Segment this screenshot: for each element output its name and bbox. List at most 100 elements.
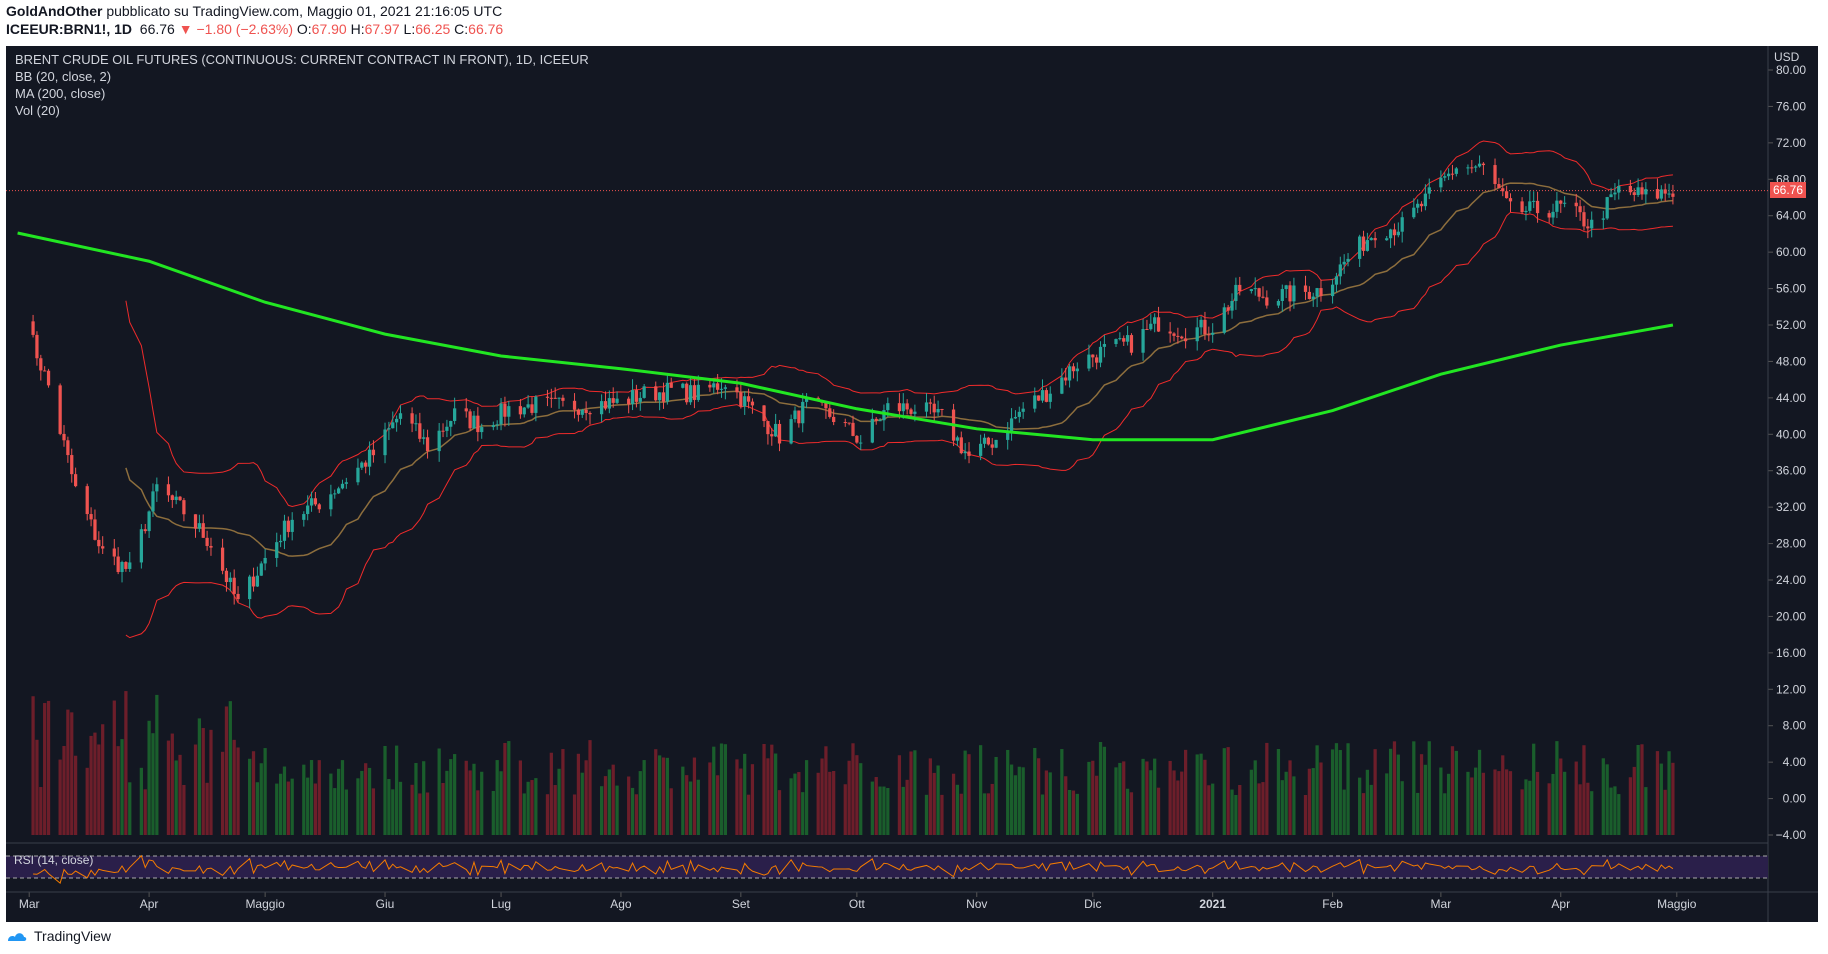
volume-bar	[333, 788, 337, 835]
volume-bar	[391, 789, 395, 835]
volume-bar	[642, 760, 646, 835]
candle-body	[723, 387, 727, 389]
volume-bar	[499, 771, 503, 835]
volume-bar	[449, 759, 453, 835]
volume-bar	[178, 754, 182, 835]
candle-body	[333, 493, 337, 495]
candle-body	[627, 398, 631, 405]
volume-bar	[1443, 793, 1447, 835]
volume-bar	[101, 724, 105, 835]
volume-bar	[197, 718, 202, 835]
candle-body	[1013, 416, 1018, 419]
candle-body	[1373, 238, 1377, 241]
volume-bar	[967, 754, 971, 835]
volume-bar	[665, 757, 669, 835]
volume-bar	[58, 759, 62, 835]
volume-bar	[491, 790, 495, 835]
candle-body	[549, 397, 553, 399]
volume-bar	[472, 763, 476, 835]
volume-bar	[1122, 761, 1126, 835]
volume-bar	[73, 755, 78, 835]
volume-bar	[251, 751, 256, 835]
volume-bar	[453, 754, 457, 835]
volume-bar	[1125, 788, 1130, 835]
volume-bar	[1605, 764, 1609, 835]
volume-bar	[1129, 792, 1134, 835]
volume-bar	[1230, 789, 1234, 835]
volume-bar	[816, 772, 820, 835]
volume-bar	[882, 786, 886, 835]
candle-body	[97, 539, 101, 547]
candle-body	[553, 397, 557, 399]
x-tick-label: Mar	[1431, 897, 1452, 911]
open-label: O:	[296, 21, 312, 37]
y-tick-label: 16.00	[1776, 646, 1806, 660]
y-tick-label: 56.00	[1776, 282, 1806, 296]
volume-bar	[654, 749, 658, 835]
candle-body	[209, 545, 213, 548]
volume-bar	[286, 781, 290, 835]
tradingview-logo[interactable]: TradingView	[6, 928, 111, 944]
candles	[31, 155, 1675, 609]
candle-body	[290, 519, 294, 532]
candle-body	[1419, 203, 1424, 207]
candle-body	[1303, 285, 1308, 292]
candle-body	[1671, 193, 1675, 197]
open-value: 67.90	[311, 21, 347, 37]
candle-body	[909, 409, 913, 414]
volume-bar	[1504, 769, 1509, 835]
volume-bar	[112, 700, 116, 835]
candle-body	[101, 546, 105, 549]
candle-body	[735, 387, 739, 393]
y-tick-label: 4.00	[1783, 755, 1807, 769]
volume-bar	[480, 771, 484, 835]
candle-body	[994, 439, 998, 448]
candle-body	[824, 402, 828, 409]
volume-bar	[371, 788, 376, 835]
volume-bar	[1636, 744, 1640, 835]
candle-body	[1284, 285, 1288, 290]
candle-body	[120, 562, 124, 573]
candle-body	[1168, 331, 1172, 334]
symbol-header: ICEEUR:BRN1!, 1D 66.76 ▼ −1.80 (−2.63%) …	[6, 21, 503, 37]
volume-bar	[1303, 794, 1308, 835]
volume-bar	[1446, 773, 1451, 835]
volume-bars	[31, 691, 1675, 835]
candle-body	[545, 396, 550, 398]
volume-bar	[383, 745, 387, 835]
candle-body	[147, 511, 151, 532]
candle-body	[603, 401, 608, 409]
last-value: 66.76	[139, 21, 175, 37]
volume-bar	[302, 764, 306, 835]
candle-body	[1385, 238, 1389, 241]
candle-body	[743, 396, 747, 407]
volume-bar	[1423, 764, 1428, 835]
volume-bar	[317, 760, 321, 835]
candle-body	[340, 483, 345, 489]
volume-bar	[1207, 785, 1211, 835]
volume-bar	[797, 772, 801, 835]
x-tick-label: Feb	[1322, 897, 1343, 911]
candle-body	[1346, 258, 1350, 262]
volume-bar	[248, 758, 252, 835]
volume-bar	[1532, 743, 1536, 835]
change-value: −1.80 (−2.63%)	[196, 21, 293, 37]
x-tick-label: Ago	[610, 897, 632, 911]
volume-bar	[1559, 758, 1563, 835]
low-value: 66.25	[415, 21, 451, 37]
volume-bar	[418, 793, 422, 835]
candle-body	[1663, 189, 1667, 194]
volume-bar	[750, 764, 755, 835]
volume-bar	[940, 794, 944, 835]
candle-body	[1632, 192, 1636, 195]
volume-bar	[124, 691, 128, 835]
candle-body	[317, 504, 321, 510]
candle-body	[1145, 328, 1149, 330]
volume-bar	[994, 756, 998, 835]
volume-bar	[1439, 767, 1443, 835]
candle-body	[770, 434, 774, 437]
volume-bar	[909, 751, 913, 835]
candle-body	[418, 423, 422, 439]
candle-body	[1153, 317, 1157, 324]
